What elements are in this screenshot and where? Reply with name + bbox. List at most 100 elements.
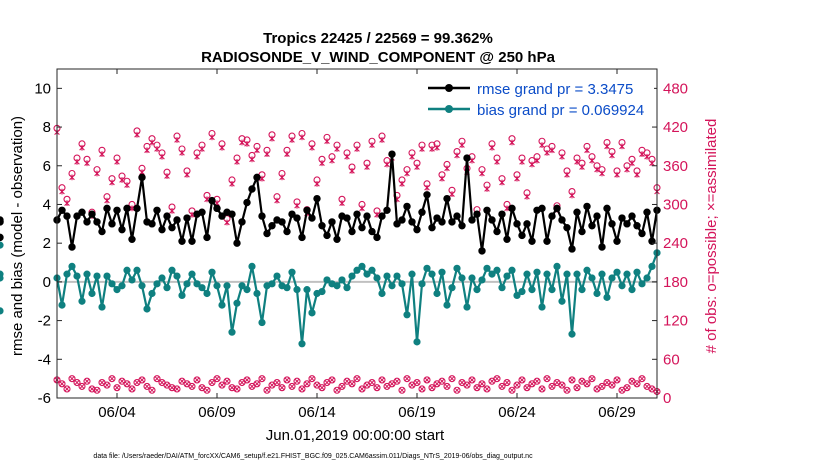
bias-point-83	[469, 275, 475, 281]
bias-point-44	[274, 273, 280, 279]
rmse-point-72	[414, 226, 421, 233]
bias-point-99	[549, 286, 555, 292]
rmse-point-108	[594, 213, 601, 220]
bias-point-51	[309, 310, 315, 316]
rmse-point-86	[484, 207, 491, 214]
bias-point-114	[624, 271, 630, 277]
bias-point-5	[79, 298, 85, 304]
rmse-point-114	[624, 221, 631, 228]
bias-point-85	[479, 277, 485, 283]
bias-point-43	[269, 281, 275, 287]
bias-point-107	[589, 275, 595, 281]
bias-point-73	[419, 281, 425, 287]
rmse-point-36	[234, 240, 241, 247]
bias-point-118	[644, 275, 650, 281]
bias-point-4	[74, 273, 80, 279]
legend-rmse-label: rmse grand pr = 3.3475	[477, 81, 633, 98]
rmse-point-63	[369, 228, 376, 235]
rmse-point-3	[69, 244, 76, 251]
rmse-point-41	[259, 213, 266, 220]
rmse-point-71	[409, 219, 416, 226]
rmse-point-117	[639, 230, 646, 237]
rmse-point-2	[64, 213, 71, 220]
bias-point-6	[84, 271, 90, 277]
x-tick-label-5: 06/29	[598, 404, 636, 421]
rmse-point-42	[264, 230, 271, 237]
rmse-point-1	[59, 207, 66, 214]
rmse-point-92	[514, 221, 521, 228]
rmse-point-91	[509, 205, 516, 212]
bias-point-36	[234, 300, 240, 306]
bias-point-119	[649, 263, 655, 269]
x-tick-label-3: 06/19	[398, 404, 436, 421]
y-tick-label-1: -4	[38, 351, 51, 368]
rmse-point-104	[574, 209, 581, 216]
bias-point-89	[499, 284, 505, 290]
rmse-point-35	[229, 211, 236, 218]
x-tick-label-2: 06/14	[298, 404, 336, 421]
bias-point-102	[564, 271, 570, 277]
bias-point-1	[59, 302, 65, 308]
bias-point-111	[609, 275, 615, 281]
rmse-point-99	[549, 213, 556, 220]
rmse-point-15	[129, 236, 136, 243]
rmse-point-83	[469, 217, 476, 224]
bias-point-53	[319, 288, 325, 294]
bias-point-14	[124, 267, 130, 273]
bias-point-65	[379, 290, 385, 296]
bias-point-58	[344, 284, 350, 290]
y-tick-label-4: 2	[43, 235, 51, 252]
bias-point-40	[254, 290, 260, 296]
rmse-point-37	[239, 219, 246, 226]
rmse-point-32	[214, 205, 221, 212]
rmse-point-107	[589, 222, 596, 229]
y2-tick-label-0: 0	[663, 390, 671, 407]
bias-point-100	[554, 263, 560, 269]
y-tick-label-3: 0	[43, 274, 51, 291]
rmse-point-12	[114, 207, 121, 214]
rmse-point-80	[454, 213, 461, 220]
rmse-point-48	[294, 215, 301, 222]
legend-rmse-marker	[445, 84, 453, 92]
bias-point-64	[374, 275, 380, 281]
y2-tick-label-5: 300	[663, 196, 688, 213]
bias-point-115	[629, 286, 635, 292]
bias-point-68	[394, 273, 400, 279]
bias-point-124	[0, 242, 3, 248]
bias-point-34	[224, 283, 230, 289]
bias-point-49	[299, 341, 305, 347]
rmse-point-103	[569, 246, 576, 253]
rmse-point-17	[139, 174, 146, 181]
rmse-point-106	[584, 203, 591, 210]
bias-point-7	[89, 290, 95, 296]
bias-point-88	[494, 267, 500, 273]
bias-point-3	[69, 263, 75, 269]
rmse-point-112	[614, 238, 621, 245]
bias-point-38	[244, 286, 250, 292]
rmse-point-64	[374, 234, 381, 241]
rmse-point-31	[209, 197, 216, 204]
rmse-point-53	[319, 222, 326, 229]
legend-bias-marker	[445, 105, 453, 113]
y2-tick-label-8: 480	[663, 80, 688, 97]
bias-point-123	[0, 275, 3, 281]
rmse-point-69	[399, 217, 406, 224]
bias-point-82	[464, 304, 470, 310]
bias-point-97	[539, 304, 545, 310]
rmse-point-74	[424, 191, 431, 198]
rmse-point-58	[344, 215, 351, 222]
bias-point-74	[424, 265, 430, 271]
rmse-point-78	[444, 195, 451, 202]
rmse-point-21	[159, 226, 166, 233]
rmse-point-79	[449, 219, 456, 226]
x-axis-label: Jun.01,2019 00:00:00 start	[266, 427, 445, 444]
bias-point-77	[439, 269, 445, 275]
rmse-point-14	[124, 205, 131, 212]
bias-point-66	[384, 273, 390, 279]
rmse-point-88	[494, 228, 501, 235]
bias-point-93	[519, 288, 525, 294]
rmse-point-46	[284, 228, 291, 235]
y2-tick-label-7: 420	[663, 119, 688, 136]
bias-point-116	[634, 269, 640, 275]
y-tick-label-2: -2	[38, 313, 51, 330]
